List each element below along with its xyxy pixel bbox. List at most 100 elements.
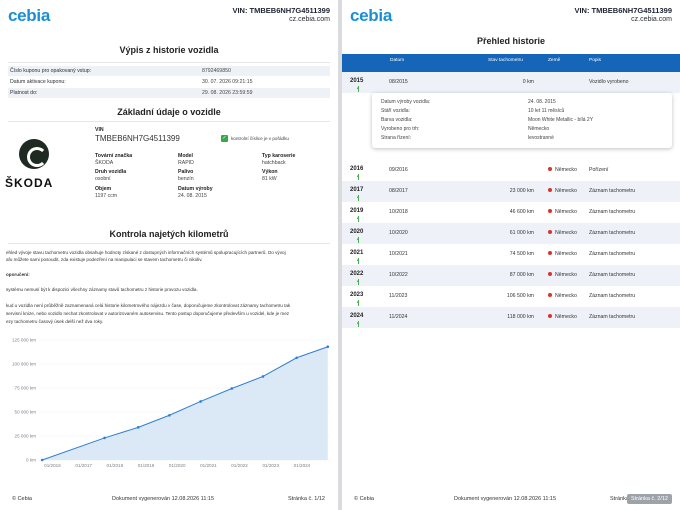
detail-value: 10 let 11 měsíců	[528, 108, 565, 114]
vehicle-detail-card: Datum výroby vozidla: 24. 08. 2015 Stáří v…	[372, 93, 672, 148]
x-tick-label: 01/2018	[107, 463, 124, 468]
row-km: 46 600 km	[509, 209, 534, 215]
field-value: 24. 08. 2015	[178, 193, 207, 199]
detail-label: Datum výroby vozidla:	[381, 99, 431, 105]
detail-label: Vyrobeno pro trh:	[381, 126, 420, 132]
check-icon: ✓	[221, 135, 228, 142]
field-label: Model	[178, 153, 193, 159]
timeline-arrow-icon: ▲	[356, 85, 360, 90]
row-date: 11/2023	[389, 293, 408, 299]
history-row: 2016 09/2016 Německo Pořízení	[342, 160, 680, 181]
vin-header: VIN: TMBEB6NH7G4511399 cz.cebia.com	[574, 7, 672, 24]
history-row: 2020 10/2020 61 000 km Německo Záznam tachom…	[342, 223, 680, 244]
row-km: 61 000 km	[509, 230, 534, 236]
row-year: 2022	[350, 271, 364, 277]
section-title-km: Kontrola najetých kilometrů	[109, 229, 229, 239]
row-note: Záznam tachometru	[589, 251, 636, 257]
timeline-arrow-icon: ▲	[356, 320, 360, 325]
site-url[interactable]: cz.cebia.com	[631, 16, 672, 23]
site-url[interactable]: cz.cebia.com	[289, 16, 330, 23]
y-tick-label: 100 000 km	[12, 362, 36, 367]
x-tick-label: 01/2023	[262, 463, 279, 468]
timeline-line	[358, 174, 359, 180]
data-point	[261, 375, 265, 378]
page-title: Výpis z historie vozidla	[119, 45, 219, 55]
cebia-logo: cebia	[8, 6, 50, 25]
intro-text: afu můžete sami posoudit, zda existuje p…	[6, 257, 203, 262]
col-date: Datum	[390, 58, 405, 63]
x-tick-label: 01/2020	[169, 463, 186, 468]
col-km: Stav tachometru	[488, 58, 523, 63]
field-value: 81 kW	[262, 176, 277, 182]
germany-flag-icon	[548, 314, 552, 318]
timeline-arrow-icon: ▲	[356, 257, 360, 262]
row-year: 2017	[350, 187, 364, 193]
brand-wordmark: ŠKODA	[5, 176, 54, 190]
coupon-value: 8792469850	[202, 68, 231, 74]
row-year: 2020	[350, 229, 364, 235]
y-tick-label: 0 km	[26, 458, 36, 463]
footer-copyright: © Cebia	[12, 496, 32, 502]
data-point	[136, 426, 140, 429]
field-label: Typ karoserie	[262, 153, 296, 159]
report-page-1: cebia VIN: TMBEB6NH7G4511399 cz.cebia.co…	[0, 0, 338, 510]
row-country: Německo	[555, 230, 577, 236]
germany-flag-icon	[548, 209, 552, 213]
data-point	[40, 458, 44, 462]
vin-header-title: VIN: TMBEB6NH7G4511399	[574, 6, 672, 15]
timeline-line	[358, 258, 359, 264]
field-label: Objem	[95, 186, 112, 192]
coupon-label: Datum aktivace kuponu:	[10, 79, 66, 85]
detail-value: Německo	[528, 126, 550, 132]
data-point	[230, 387, 234, 390]
footer-generated: Dokument vygenerován 12.08.2026 11:15	[454, 496, 557, 502]
divider	[8, 62, 330, 63]
row-date: 11/2024	[389, 314, 408, 320]
row-country: Německo	[555, 251, 577, 257]
vin-header-title: VIN: TMBEB6NH7G4511399	[232, 6, 330, 15]
recommendation-heading: oporučení:	[6, 272, 30, 277]
row-km: 23 000 km	[509, 188, 534, 194]
data-point	[168, 413, 171, 417]
germany-flag-icon	[548, 230, 552, 234]
vin-header: VIN: TMBEB6NH7G4511399 cz.cebia.com	[232, 7, 330, 24]
x-tick-label: 01/2017	[75, 463, 92, 468]
history-row: 2022 10/2022 87 000 km Německo Záznam tachom…	[342, 265, 680, 286]
timeline-arrow-icon: ▲	[356, 236, 360, 241]
recommendation-text: systému nemusí být k dispozici všechny z…	[6, 287, 198, 292]
y-tick-label: 50 000 km	[15, 410, 37, 415]
odometer-chart: 0 km 25 000 km 50 000 km 75 000 km 100 000 k…	[12, 338, 330, 468]
col-country: Země	[548, 58, 561, 63]
row-date: 10/2021	[389, 251, 408, 257]
row-note: Vozidlo vyrobeno	[589, 79, 629, 85]
timeline-line	[358, 321, 359, 327]
footer-copyright: © Cebia	[354, 496, 374, 502]
field-value: 1197 ccm	[95, 193, 118, 199]
area-fill	[42, 346, 328, 460]
y-tick-label: 125 000 km	[12, 338, 36, 343]
row-km: 118 000 km	[507, 314, 534, 320]
timeline-arrow-icon: ▲	[356, 194, 360, 199]
timeline-line	[358, 237, 359, 243]
coupon-value: 30. 07. 2026 09:21:15	[202, 79, 253, 85]
field-label: Tovární značka	[95, 153, 133, 159]
cebia-logo: cebia	[350, 6, 392, 25]
row-country: Německo	[555, 209, 577, 215]
detail-label: Barva vozidla:	[381, 117, 413, 123]
field-value: hatchback	[262, 160, 286, 166]
field-label: Druh vozidla	[95, 169, 127, 175]
timeline-line	[358, 195, 359, 201]
germany-flag-icon	[548, 251, 552, 255]
y-tick-label: 75 000 km	[15, 386, 37, 391]
row-country: Německo	[555, 272, 577, 278]
x-tick-label: 01/2019	[138, 463, 155, 468]
timeline-line	[358, 86, 359, 92]
coupon-label: Platnost do:	[10, 90, 38, 96]
vin-value: TMBEB6NH7G4511399	[95, 134, 180, 143]
data-point	[295, 356, 298, 360]
timeline-arrow-icon: ▲	[356, 299, 360, 304]
detail-label: Strana řízení:	[381, 135, 412, 141]
row-km: 106 500 km	[506, 293, 534, 299]
row-year: 2015	[350, 78, 364, 84]
recommendation-text: servisní knize, nebo vozidlo nechat zkon…	[6, 311, 290, 316]
